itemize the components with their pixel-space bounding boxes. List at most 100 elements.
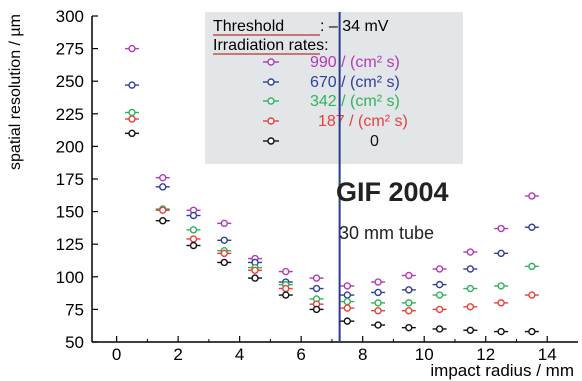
data-point [371, 321, 386, 329]
point-marker [528, 262, 536, 271]
y-tick-label: 275 [56, 40, 84, 59]
data-point [432, 280, 447, 289]
point-marker [435, 280, 444, 289]
y-tick-label: 200 [56, 137, 84, 156]
y-tick-label: 250 [56, 72, 84, 91]
point-marker [405, 271, 413, 280]
data-point [463, 284, 478, 293]
data-point [463, 248, 478, 256]
legend-marker [267, 117, 275, 125]
point-marker [374, 278, 382, 286]
legend-marker [267, 78, 275, 86]
data-point [524, 262, 539, 271]
data-point [124, 115, 139, 123]
point-marker [405, 323, 413, 332]
point-marker [497, 282, 505, 290]
legend-threshold-label: Threshold [213, 18, 284, 35]
data-point [155, 183, 170, 191]
point-marker [343, 282, 352, 290]
data-point [278, 291, 293, 299]
legend-marker [267, 97, 275, 105]
point-marker [312, 305, 321, 314]
data-point [124, 129, 139, 138]
point-marker [220, 219, 228, 228]
point-marker [159, 183, 167, 191]
data-point [155, 217, 170, 225]
legend-entry: 670 / (cm² s) [263, 74, 400, 91]
data-point [340, 317, 355, 325]
x-tick-label: 8 [358, 345, 367, 364]
point-marker [497, 327, 505, 336]
data-point [217, 258, 232, 267]
point-marker [128, 44, 136, 53]
point-marker [405, 299, 413, 307]
data-point [401, 286, 416, 294]
x-tick-label: 2 [173, 345, 182, 364]
point-marker [189, 211, 198, 220]
data-point [432, 325, 447, 333]
point-marker [466, 248, 475, 256]
point-marker [343, 304, 352, 312]
point-marker [128, 115, 136, 123]
x-tick-label: 14 [538, 345, 557, 364]
point-marker [435, 265, 444, 273]
point-marker [374, 307, 382, 315]
point-marker [405, 286, 413, 294]
data-point [371, 307, 386, 315]
data-point [463, 326, 478, 334]
data-point [278, 267, 293, 276]
data-point [524, 192, 539, 200]
data-point [309, 305, 324, 314]
y-tick-label: 300 [56, 7, 84, 26]
point-marker [220, 236, 228, 244]
point-marker [374, 288, 382, 297]
legend-entry-label: 0 [370, 133, 379, 150]
point-marker [312, 284, 321, 293]
y-tick-label: 50 [65, 333, 84, 352]
data-point [186, 226, 201, 234]
data-point [432, 291, 447, 299]
x-tick-label: 4 [235, 345, 244, 364]
data-point [371, 278, 386, 286]
y-tick-label: 175 [56, 170, 84, 189]
point-marker [497, 224, 505, 233]
data-point [309, 295, 324, 303]
data-point [432, 305, 447, 314]
data-points [124, 44, 539, 336]
point-marker [282, 284, 290, 293]
data-point [278, 284, 293, 293]
point-marker [312, 274, 321, 282]
data-point [186, 211, 201, 220]
y-axis-title: spatial resolution / µm [7, 14, 24, 170]
point-marker [466, 326, 475, 334]
data-point [217, 219, 232, 228]
data-point [340, 304, 355, 312]
y-ticks: 50 75 100 125 150 175 200 225 250 275 300 [56, 7, 98, 352]
point-marker [282, 291, 290, 299]
point-marker [435, 325, 444, 333]
point-marker [282, 267, 290, 276]
legend-entry: 990 / (cm² s) [263, 54, 400, 71]
data-point [124, 108, 139, 117]
y-tick-label: 100 [56, 268, 84, 287]
annotation-subtitle: 30 mm tube [339, 223, 434, 243]
x-tick-label: 6 [296, 345, 305, 364]
point-marker [251, 274, 259, 282]
point-marker [405, 307, 413, 315]
y-tick-label: 125 [56, 235, 84, 254]
data-point [494, 224, 509, 233]
data-point [494, 249, 509, 258]
data-point [217, 236, 232, 244]
legend-entry-label: 990 / (cm² s) [310, 54, 400, 71]
data-point [494, 327, 509, 336]
legend-marker [267, 58, 275, 66]
data-point [494, 299, 509, 307]
point-marker [189, 235, 198, 243]
point-marker [466, 303, 475, 311]
data-point [248, 274, 263, 282]
data-point [401, 307, 416, 315]
point-marker [128, 81, 136, 89]
data-point [524, 327, 539, 336]
legend-entry: 342 / (cm² s) [263, 93, 400, 110]
data-point [186, 235, 201, 243]
